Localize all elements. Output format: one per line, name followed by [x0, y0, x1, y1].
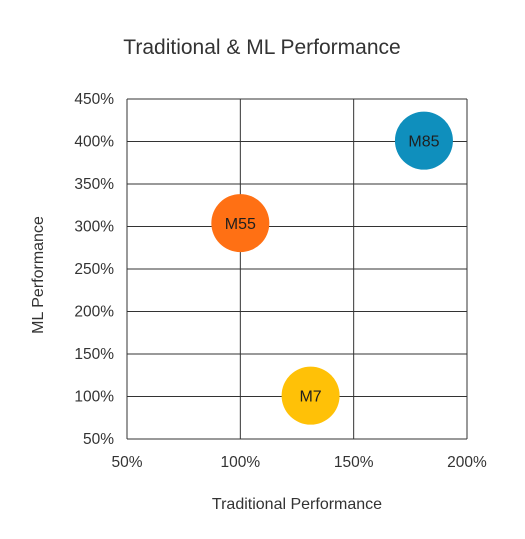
- points-layer: M85 M55 M7: [211, 111, 453, 425]
- y-tick-label: 350%: [74, 176, 114, 193]
- x-axis-label: Traditional Performance: [212, 496, 382, 513]
- y-tick-label: 200%: [74, 304, 114, 321]
- chart-title: Traditional & ML Performance: [123, 36, 400, 59]
- x-tick-label: 50%: [111, 454, 142, 471]
- data-point: [394, 111, 453, 170]
- data-point-label: M55: [225, 216, 256, 233]
- x-tick-label: 200%: [447, 454, 487, 471]
- x-tick-label: 100%: [221, 454, 261, 471]
- y-tick-label: 400%: [74, 134, 114, 151]
- y-tick-label: 300%: [74, 219, 114, 236]
- y-tick-label: 100%: [74, 389, 114, 406]
- y-tick-label: 50%: [83, 431, 114, 448]
- data-point-label: M85: [408, 134, 439, 151]
- y-tick-label: 450%: [74, 91, 114, 108]
- ticks-layer: 50% 100% 150% 200% 250% 300% 350% 400% 450% 50% 10…: [74, 91, 487, 471]
- data-point: [281, 366, 340, 425]
- data-point: [211, 194, 270, 253]
- y-axis-label: ML Performance: [30, 216, 47, 334]
- grid-layer: [126, 98, 468, 440]
- y-tick-label: 150%: [74, 346, 114, 363]
- x-tick-label: 150%: [334, 454, 374, 471]
- data-point-label: M7: [299, 389, 321, 406]
- y-tick-label: 250%: [74, 261, 114, 278]
